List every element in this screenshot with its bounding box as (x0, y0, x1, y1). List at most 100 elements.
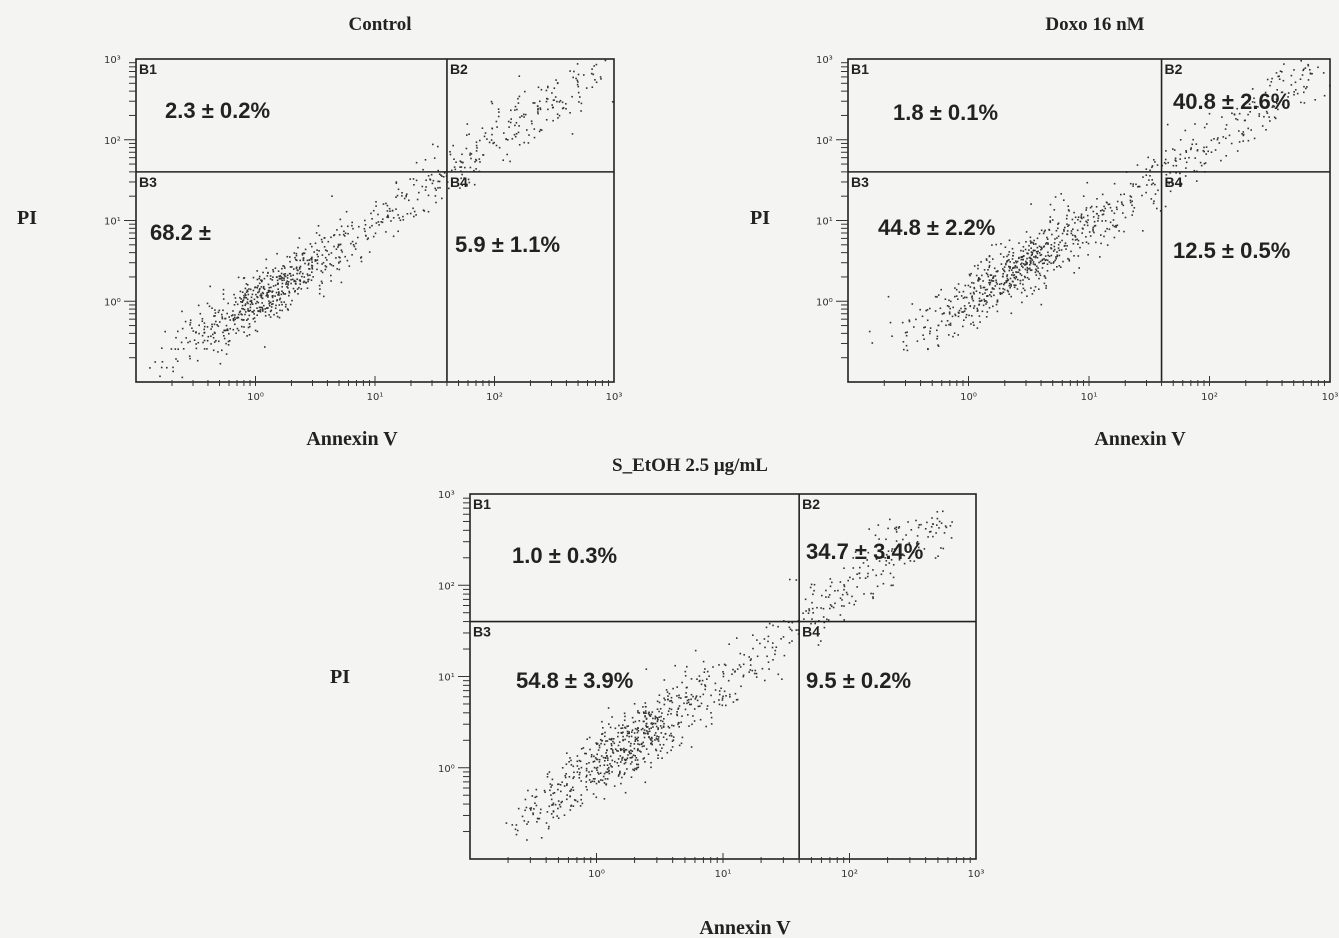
scatter-point (1083, 224, 1086, 226)
scatter-point (576, 760, 579, 763)
scatter-point (1112, 219, 1115, 221)
scatter-point (987, 275, 990, 278)
scatter-point (1145, 191, 1147, 194)
scatter-point (1195, 143, 1198, 145)
scatter-point (611, 749, 614, 751)
scatter-point (1042, 246, 1045, 248)
scatter-point (270, 306, 273, 308)
scatter-point (1041, 258, 1044, 261)
scatter-point (989, 282, 991, 284)
scatter-point (925, 309, 927, 312)
scatter-point (260, 286, 263, 288)
scatter-point (634, 738, 637, 741)
scatter-point (669, 700, 671, 702)
scatter-point (1085, 209, 1087, 211)
scatter-point (580, 102, 583, 105)
scatter-point (515, 824, 518, 826)
scatter-point (820, 607, 822, 609)
scatter-point (338, 268, 341, 271)
scatter-point (442, 176, 445, 178)
scatter-point (280, 293, 283, 296)
scatter-point (241, 325, 243, 328)
scatter-point (289, 256, 291, 258)
scatter-point (1250, 129, 1252, 131)
scatter-point (977, 264, 979, 267)
scatter-point (704, 684, 706, 686)
scatter-point (1046, 263, 1049, 265)
scatter-point (274, 307, 277, 310)
scatter-point (269, 275, 272, 277)
scatter-point (579, 805, 582, 807)
scatter-point (629, 752, 631, 755)
scatter-point (234, 314, 236, 316)
scatter-point (214, 312, 217, 314)
scatter-point (1012, 254, 1014, 257)
scatter-point (984, 289, 987, 291)
scatter-point (347, 225, 349, 228)
scatter-point (839, 597, 842, 599)
scatter-point (667, 710, 670, 712)
x-tick-label: 10² (486, 392, 503, 403)
scatter-point (343, 235, 346, 237)
scatter-point (657, 754, 659, 756)
scatter-point (611, 766, 613, 768)
scatter-point (461, 161, 464, 164)
y-tick-label: 10⁰ (438, 764, 455, 775)
scatter-point (1281, 71, 1283, 73)
scatter-point (227, 302, 229, 305)
scatter-point (1287, 92, 1290, 94)
scatter-point (624, 748, 627, 751)
scatter-point (490, 139, 493, 141)
scatter-point (1010, 295, 1012, 298)
scatter-point (954, 287, 956, 289)
scatter-point (661, 757, 663, 759)
scatter-point (227, 344, 230, 346)
scatter-point (296, 272, 298, 275)
scatter-point (272, 303, 274, 305)
scatter-point (262, 292, 265, 295)
scatter-point (497, 115, 500, 118)
scatter-point (540, 88, 543, 91)
scatter-point (292, 274, 294, 276)
scatter-point (999, 293, 1002, 295)
scatter-point (318, 284, 321, 287)
scatter-point (641, 745, 644, 748)
scatter-point (486, 138, 488, 140)
scatter-point (1086, 181, 1089, 184)
scatter-point (962, 325, 964, 328)
scatter-point (929, 327, 932, 329)
scatter-point (605, 771, 607, 773)
scatter-point (606, 771, 609, 774)
scatter-point (944, 298, 947, 300)
scatter-point (592, 761, 595, 763)
scatter-point (475, 159, 478, 162)
scatter-point (566, 783, 568, 785)
scatter-point (1172, 148, 1174, 150)
scatter-point (1026, 271, 1029, 274)
scatter-point (403, 197, 406, 200)
scatter-point (474, 161, 476, 163)
scatter-point (222, 293, 225, 295)
scatter-point (1037, 270, 1039, 273)
scatter-point (936, 511, 939, 513)
scatter-point (633, 747, 636, 750)
scatter-point (968, 314, 970, 317)
scatter-point (725, 704, 727, 707)
scatter-point (325, 266, 328, 268)
scatter-point (1300, 101, 1302, 104)
scatter-point (1029, 267, 1031, 270)
scatter-point (276, 252, 278, 255)
scatter-point (905, 534, 907, 536)
scatter-point (995, 243, 997, 246)
scatter-point (397, 230, 399, 233)
scatter-point (1071, 218, 1074, 221)
scatter-point (1249, 111, 1251, 113)
scatter-point (845, 591, 848, 594)
scatter-point (1004, 246, 1007, 248)
scatter-point (576, 755, 579, 757)
scatter-point (344, 255, 346, 258)
scatter-point (280, 301, 283, 303)
scatter-point (503, 132, 505, 134)
scatter-point (1172, 182, 1174, 184)
scatter-point (918, 542, 920, 545)
